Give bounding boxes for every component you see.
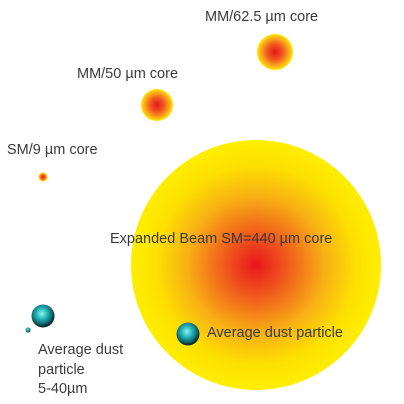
label-mm-62-5-core: MM/62.5 µm core bbox=[205, 9, 319, 25]
dust-particle-on-beam bbox=[176, 322, 200, 346]
sm-9-core bbox=[38, 172, 48, 182]
label-mm-50-core: MM/50 µm core bbox=[77, 66, 179, 82]
mm-62-5-core bbox=[257, 34, 293, 70]
label-sm-9-core: SM/9 µm core bbox=[7, 142, 98, 158]
expanded-beam-core bbox=[131, 140, 381, 390]
dust-label-line-3: 5-40µm bbox=[38, 381, 88, 398]
mm-50-core bbox=[141, 89, 173, 121]
label-dust-particle-size: Average dust particle 5-40µm bbox=[38, 341, 123, 400]
label-dust-particle-beam: Average dust particle bbox=[207, 325, 343, 341]
dust-label-line-1: Average dust bbox=[38, 342, 124, 358]
label-expanded-beam: Expanded Beam SM=440 µm core bbox=[110, 231, 333, 247]
dust-particle-left bbox=[31, 304, 55, 328]
dust-particle-tiny bbox=[25, 327, 31, 333]
dust-label-line-2: particle bbox=[38, 361, 85, 378]
